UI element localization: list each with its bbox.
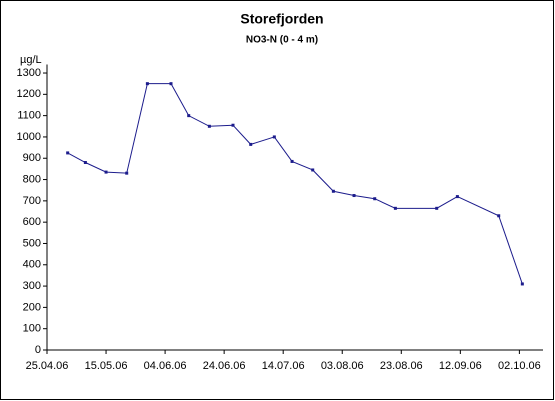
y-tick-label: 900 [23,152,41,164]
data-point [125,171,129,175]
y-tick-label: 1000 [17,131,41,143]
x-tick-label: 14.07.06 [262,360,305,372]
x-tick-label: 03.08.06 [321,360,364,372]
data-point [66,151,70,155]
data-point [169,82,173,86]
data-point [145,82,149,86]
x-tick-label: 23.08.06 [380,360,423,372]
chart-subtitle: NO3-N (0 - 4 m) [246,35,318,46]
data-point [83,161,87,165]
y-tick-label: 300 [23,280,41,292]
data-point [272,135,276,139]
chart-title: Storefjorden [240,11,323,27]
x-tick-label: 02.10.06 [498,360,541,372]
x-tick-label: 04.06.06 [144,360,187,372]
data-point [104,170,108,174]
y-tick-label: 800 [23,173,41,185]
y-tick-label: 100 [23,323,41,335]
data-point [331,189,335,193]
data-point [231,123,235,127]
x-tick-label: 15.05.06 [85,360,128,372]
y-tick-label: 600 [23,216,41,228]
data-point [520,282,524,286]
x-tick-label: 12.09.06 [439,360,482,372]
data-point [311,168,315,172]
y-tick-label: 1300 [17,67,41,79]
data-point [352,194,356,198]
y-axis-label: µg/L [20,54,42,66]
x-tick-label: 24.06.06 [203,360,246,372]
data-point [249,142,253,146]
y-tick-label: 1200 [17,88,41,100]
y-tick-label: 700 [23,195,41,207]
data-point [455,195,459,199]
x-tick-label: 25.04.06 [26,360,69,372]
data-point [393,206,397,210]
y-tick-label: 1100 [17,110,41,122]
y-tick-label: 0 [35,344,41,356]
y-tick-label: 200 [23,301,41,313]
data-point [290,159,294,163]
y-tick-label: 500 [23,237,41,249]
data-point [435,206,439,210]
y-tick-label: 400 [23,259,41,271]
data-point [187,114,191,118]
data-point [497,214,501,218]
data-point [373,197,377,201]
data-point [207,124,211,128]
